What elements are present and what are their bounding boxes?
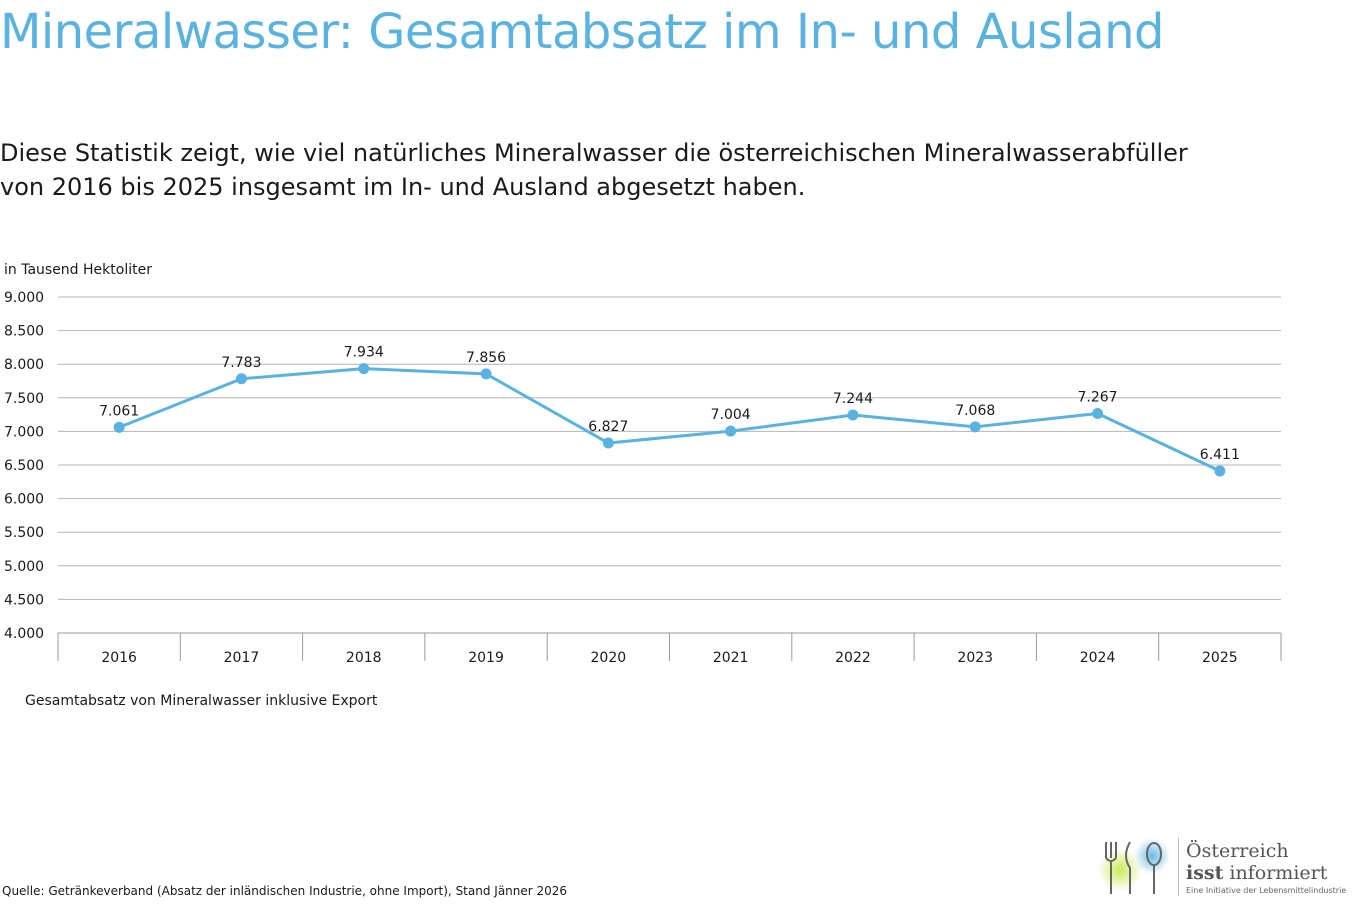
- x-tick-label: 2020: [591, 650, 627, 666]
- cutlery-icon: [1098, 838, 1170, 894]
- x-tick-label: 2016: [101, 650, 137, 666]
- x-tick-label: 2021: [713, 650, 749, 666]
- logo-text-line-2: isst informiert: [1186, 862, 1327, 884]
- data-label: 6.411: [1200, 447, 1240, 463]
- x-tick-label: 2025: [1202, 650, 1238, 666]
- y-tick-label: 4.500: [4, 592, 44, 608]
- y-tick-label: 7.500: [4, 391, 44, 407]
- data-label: 7.267: [1078, 389, 1118, 405]
- data-point: [358, 363, 370, 375]
- y-tick-label: 8.500: [4, 324, 44, 340]
- y-tick-label: 5.000: [4, 559, 44, 575]
- logo: Österreich isst informiert Eine Initiati…: [1098, 834, 1356, 900]
- data-label: 7.934: [344, 345, 384, 361]
- description-line-2: von 2016 bis 2025 insgesamt im In- und A…: [0, 173, 806, 201]
- chart-description: Diese Statistik zeigt, wie viel natürlic…: [0, 136, 1300, 204]
- y-tick-label: 5.500: [4, 525, 44, 541]
- data-point: [847, 409, 859, 421]
- data-label: 6.827: [588, 419, 628, 435]
- y-tick-label: 6.500: [4, 458, 44, 474]
- series-line-group: [113, 363, 1226, 477]
- line-chart: in Tausend Hektoliter 4.000 4.500 5.000 5.5…: [4, 262, 1282, 666]
- data-point: [113, 421, 125, 433]
- data-label: 7.244: [833, 391, 873, 407]
- data-point: [480, 368, 492, 380]
- data-point: [1214, 465, 1226, 477]
- logo-divider: [1178, 838, 1179, 896]
- x-tick-label: 2019: [468, 650, 504, 666]
- data-label: 7.783: [221, 355, 261, 371]
- data-label: 7.856: [466, 350, 506, 366]
- source-note: Quelle: Getränkeverband (Absatz der inlä…: [2, 884, 568, 898]
- description-line-1: Diese Statistik zeigt, wie viel natürlic…: [0, 139, 1188, 167]
- logo-tagline: Eine Initiative der Lebensmittelindustri…: [1186, 886, 1347, 895]
- page-title: Mineralwasser: Gesamtabsatz im In- und A…: [0, 4, 1165, 60]
- logo-text-rest: informiert: [1223, 862, 1328, 884]
- data-point: [1092, 407, 1104, 419]
- data-label: 7.004: [711, 407, 751, 423]
- y-axis-ticks: 4.000 4.500 5.000 5.500 6.000 6.500 7.000 7.500…: [4, 290, 44, 642]
- y-tick-label: 8.000: [4, 357, 44, 373]
- x-tick-label: 2017: [224, 650, 260, 666]
- y-tick-label: 7.000: [4, 424, 44, 440]
- data-label: 7.068: [955, 403, 995, 419]
- data-labels: 7.061 7.783 7.934 7.856 6.827 7.004 7.244 7.068…: [99, 345, 1240, 463]
- x-tick-label: 2024: [1080, 650, 1116, 666]
- chart-caption: Gesamtabsatz von Mineralwasser inklusive…: [25, 693, 378, 709]
- x-axis: 2016 2017 2018 2019 2020 2021 2022 2023 2024 2025: [57, 633, 1282, 666]
- x-tick-label: 2018: [346, 650, 382, 666]
- data-point: [602, 437, 614, 449]
- data-point: [725, 425, 737, 437]
- series-line: [118, 367, 1221, 473]
- y-axis-label: in Tausend Hektoliter: [4, 262, 152, 278]
- grid-lines: [58, 296, 1281, 634]
- data-label: 7.061: [99, 403, 139, 419]
- y-tick-label: 4.000: [4, 626, 44, 642]
- data-point: [969, 421, 981, 433]
- x-tick-label: 2022: [835, 650, 871, 666]
- data-point: [235, 373, 247, 385]
- x-tick-label: 2023: [957, 650, 993, 666]
- y-tick-label: 6.000: [4, 492, 44, 508]
- logo-text-bold: isst: [1186, 862, 1224, 884]
- logo-text-line-1: Österreich: [1186, 840, 1289, 862]
- y-tick-label: 9.000: [4, 290, 44, 306]
